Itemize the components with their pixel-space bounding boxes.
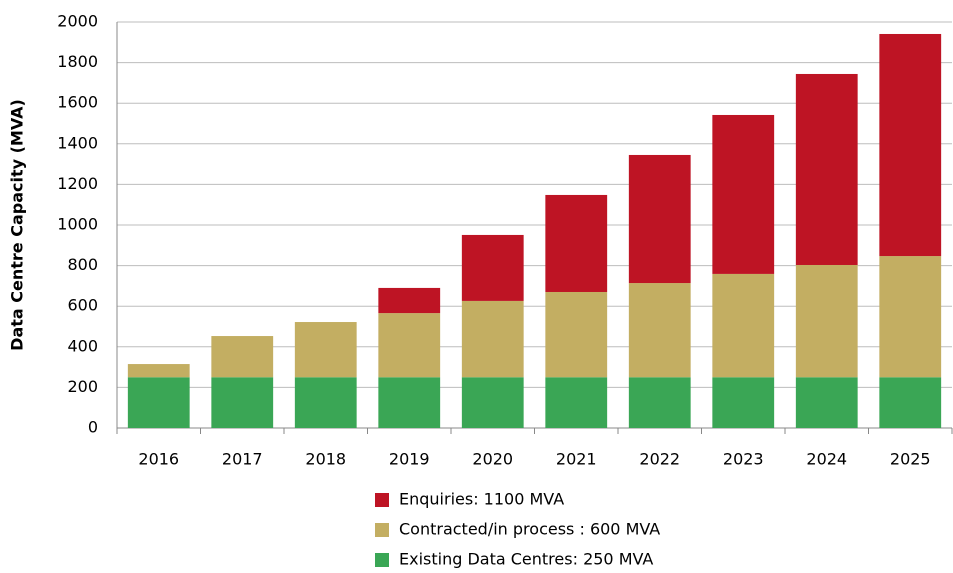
x-tick-label: 2020	[472, 450, 513, 469]
x-tick-label: 2016	[138, 450, 179, 469]
y-tick-label: 2000	[57, 12, 98, 31]
bar-segment	[879, 256, 942, 378]
y-tick-label: 1200	[57, 174, 98, 193]
y-tick-label: 200	[67, 377, 98, 396]
bar-segment	[294, 322, 357, 378]
bar-segment	[879, 33, 942, 257]
bar-segment	[127, 377, 190, 428]
bar-segment	[461, 234, 524, 301]
y-tick-label: 800	[67, 255, 98, 274]
legend-swatch	[375, 493, 389, 507]
bar-segment	[712, 273, 775, 378]
y-tick-label: 1400	[57, 133, 98, 152]
bar-segment	[378, 377, 441, 428]
x-tick-label: 2022	[639, 450, 680, 469]
legend-label: Enquiries: 1100 MVA	[399, 490, 564, 509]
legend-label: Existing Data Centres: 250 MVA	[399, 550, 653, 569]
bar-segment	[461, 300, 524, 378]
bar-segment	[211, 377, 274, 428]
y-tick-label: 600	[67, 296, 98, 315]
legend-swatch	[375, 523, 389, 537]
x-tick-label: 2023	[723, 450, 764, 469]
bar-segment	[545, 377, 608, 428]
y-axis-label: Data Centre Capacity (MVA)	[8, 99, 27, 351]
bar-segment	[628, 283, 691, 378]
bar-segment	[712, 377, 775, 428]
bar-segment	[879, 377, 942, 428]
legend-label: Contracted/in process : 600 MVA	[399, 520, 660, 539]
x-tick-label: 2021	[556, 450, 597, 469]
bar-segment	[294, 377, 357, 428]
bar-segment	[545, 291, 608, 378]
x-tick-label: 2019	[389, 450, 430, 469]
bar-segment	[795, 73, 858, 265]
bar-segment	[628, 377, 691, 428]
bar-segment	[712, 114, 775, 274]
bar-segment	[211, 336, 274, 378]
bar-segment	[545, 194, 608, 292]
bar-segment	[795, 377, 858, 428]
y-tick-label: 1000	[57, 215, 98, 234]
x-tick-label: 2025	[890, 450, 931, 469]
bar-segment	[628, 154, 691, 284]
bar-segment	[378, 313, 441, 378]
x-tick-label: 2017	[222, 450, 263, 469]
y-tick-label: 1600	[57, 93, 98, 112]
y-tick-label: 400	[67, 336, 98, 355]
legend-swatch	[375, 553, 389, 567]
y-tick-label: 1800	[57, 52, 98, 71]
x-tick-label: 2024	[806, 450, 847, 469]
bar-segment	[378, 287, 441, 314]
bar-segment	[795, 264, 858, 378]
bar-segment	[127, 364, 190, 378]
bar-segment	[461, 377, 524, 428]
x-tick-label: 2018	[305, 450, 346, 469]
y-tick-label: 0	[88, 418, 98, 437]
